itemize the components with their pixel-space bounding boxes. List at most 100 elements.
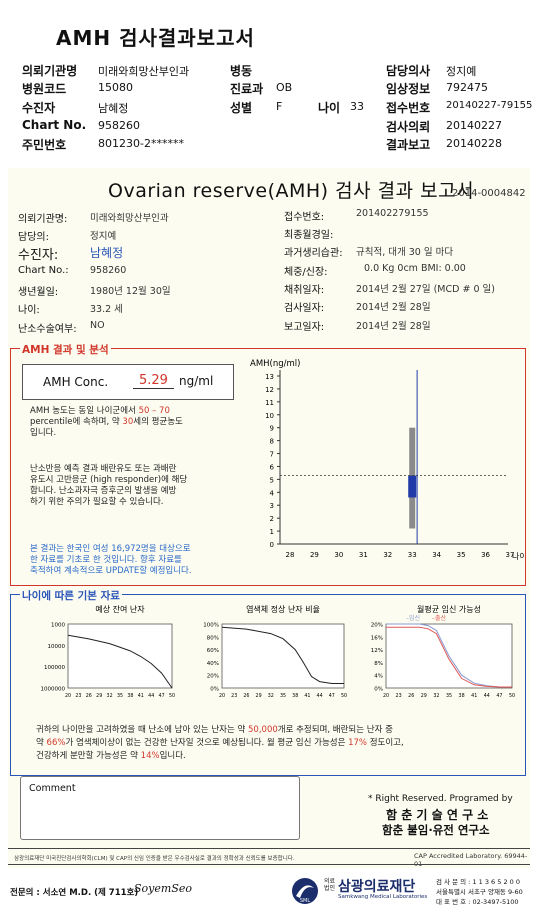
field-label: Chart No. [22, 118, 87, 132]
field-label: 임상정보 [386, 82, 431, 96]
x-tick-label: 35 [457, 551, 466, 559]
amh-conc-value: 5.29 [133, 373, 174, 389]
field-label: 담당의사 [386, 64, 431, 78]
text: 가 염색체이상이 없는 건강한 난자일 것으로 예상됩니다. 월 평균 임신 가… [65, 738, 346, 748]
field-label: 나이 [318, 101, 341, 115]
address-line: 서울특별시 서초구 양재동 9-60 [436, 888, 523, 896]
series-line [386, 626, 512, 688]
x-tick-label: 26 [243, 693, 249, 699]
amh-interpretation: AMH 농도는 동일 나이군에서 50 – 70 percentile에 속하며… [30, 406, 240, 439]
x-tick-label: 44 [317, 693, 323, 699]
x-tick-label: 29 [421, 693, 427, 699]
y-tick-label: 10 [265, 412, 274, 420]
field-value: 20140227-79155 [446, 100, 533, 111]
info-value: 201402279155 [356, 208, 429, 219]
svg-text:SML: SML [300, 898, 310, 904]
y-tick-label: 1000 [51, 623, 65, 629]
field-label: 성별 [230, 101, 253, 115]
info-label: 의뢰기관명: [18, 214, 68, 225]
info-value: 2014년 2월 27일 (MCD # 0 일) [356, 284, 495, 295]
info-label: 수진자: [18, 248, 59, 263]
info-label: 검사일자: [284, 303, 325, 314]
info-value: 정지예 [90, 231, 117, 242]
comment-label: Comment [29, 783, 76, 794]
x-tick-label: 38 [459, 693, 465, 699]
page-title: AMH 검사결과보고서 [56, 26, 255, 50]
info-value: 33.2 세 [90, 304, 123, 315]
y-tick-label: 60% [207, 648, 219, 654]
x-tick-label: 44 [148, 693, 154, 699]
chart-title: AMH(ng/ml) [250, 359, 300, 369]
org-name-1: 함 춘 기 술 연 구 소 [386, 808, 489, 822]
footer-bar: 전문의 : 서소연 M.D. (제 711호) SoyemSeo SML 의료법… [8, 868, 530, 920]
field-value: 20140228 [446, 137, 502, 150]
logo-name: 삼광의료재단 [338, 879, 416, 895]
x-tick-label: 35 [117, 693, 123, 699]
info-label: 체중/신장: [284, 267, 328, 278]
info-value: 2014년 2월 28일 [356, 302, 431, 313]
mini-chart-title: 월평균 임신 가능성 [417, 604, 481, 614]
certification-text: 삼광의료재단 미국진단검사의학회(CLM) 및 CAP의 신임 인증을 받은 우… [14, 856, 295, 862]
mini-chart-title: 예상 잔여 난자 [95, 604, 145, 614]
info-value: 2014년 2월 28일 [356, 321, 431, 332]
text: 세의 평균농도 [133, 417, 183, 427]
y-tick-label: 2 [270, 515, 274, 523]
info-value: 958260 [90, 265, 127, 276]
info-label: 보고일자: [284, 322, 325, 333]
data-note: 본 결과는 한국인 여성 16,972명을 대상으로 한 자료를 기초로 한 것… [30, 544, 250, 577]
x-tick-label: 35 [280, 693, 286, 699]
rights-text: * Right Reserved. Programed by [368, 794, 513, 804]
legend-entry: –임신 [406, 614, 420, 622]
x-tick-label: 47 [496, 693, 502, 699]
field-label: 검사의뢰 [386, 120, 431, 134]
amh-results-section [10, 348, 526, 586]
y-tick-label: 13 [265, 373, 274, 381]
field-label: 진료과 [230, 82, 264, 96]
amh-conc-unit: ng/ml [179, 374, 214, 388]
text: 약 [36, 738, 44, 748]
x-tick-label: 26 [408, 693, 414, 699]
x-tick-label: 47 [329, 693, 335, 699]
y-tick-label: 10000 [48, 644, 66, 650]
y-tick-label: 16% [371, 635, 383, 641]
x-tick-label: 36 [481, 551, 490, 559]
field-label: 수진자 [22, 101, 56, 115]
plot-frame [67, 623, 173, 689]
remaining-eggs-chart: 예상 잔여 난자 1000000 100000 10000 1000 20 23 26 29 32… [41, 604, 176, 699]
y-tick-label: 3 [270, 502, 274, 510]
cap-text: CAP Accredited Laboratory. 69944-01 [414, 852, 528, 868]
y-tick-label: 100000 [44, 665, 65, 671]
x-tick-label: 30 [334, 551, 343, 559]
normal-egg-ratio-chart: 염색체 정상 난자 비율 0% 20% 40% 60% 80% 100% 20 23 26 29 32… [203, 604, 347, 699]
samkwang-logo-icon: SML [292, 878, 318, 904]
basic-data-section [10, 594, 526, 776]
report-sheet: Ovarian reserve(AMH) 검사 결과 보고서 2014-0004… [8, 168, 530, 920]
x-tick-label: 37 [506, 551, 515, 559]
text: 유도시 고반응군 (high responder)에 해당 [30, 475, 188, 485]
x-tick-label: 20 [65, 693, 71, 699]
contact-line: 검 사 문 의 : 1 1 3 6 5 2 0 0 [436, 878, 520, 886]
y-tick-label: 80% [207, 635, 219, 641]
field-label: 병원코드 [22, 82, 67, 96]
x-tick-label: 41 [304, 693, 310, 699]
field-value: 미래와희망산부인과 [98, 65, 190, 78]
text: 본 결과는 한국인 여성 16,972명을 대상으로 [30, 544, 191, 554]
signature: SoyemSeo [134, 882, 192, 895]
text: 건강하게 분만할 가능성은 약 [36, 751, 138, 761]
field-label: 결과보고 [386, 138, 431, 152]
field-value: 15080 [98, 81, 133, 94]
info-label: 담당의: [18, 232, 49, 243]
x-tick-label: 23 [396, 693, 402, 699]
legend-entry: –출산 [432, 614, 447, 622]
amh-conc-label: AMH Conc. [43, 375, 109, 389]
normal-ratio-value: 66% [46, 738, 66, 748]
specialist-text: 전문의 : 서소연 M.D. (제 711호) [10, 888, 139, 898]
x-tick-label: 35 [446, 693, 452, 699]
patient-name: 남혜정 [90, 246, 124, 260]
info-label: Chart No.: [18, 265, 69, 276]
info-label: 난소수술여부: [18, 324, 77, 335]
y-tick-label: 11 [265, 399, 274, 407]
y-tick-label: 0 [270, 541, 274, 549]
field-value: 801230-2****** [98, 137, 184, 150]
x-tick-label: 28 [286, 551, 295, 559]
